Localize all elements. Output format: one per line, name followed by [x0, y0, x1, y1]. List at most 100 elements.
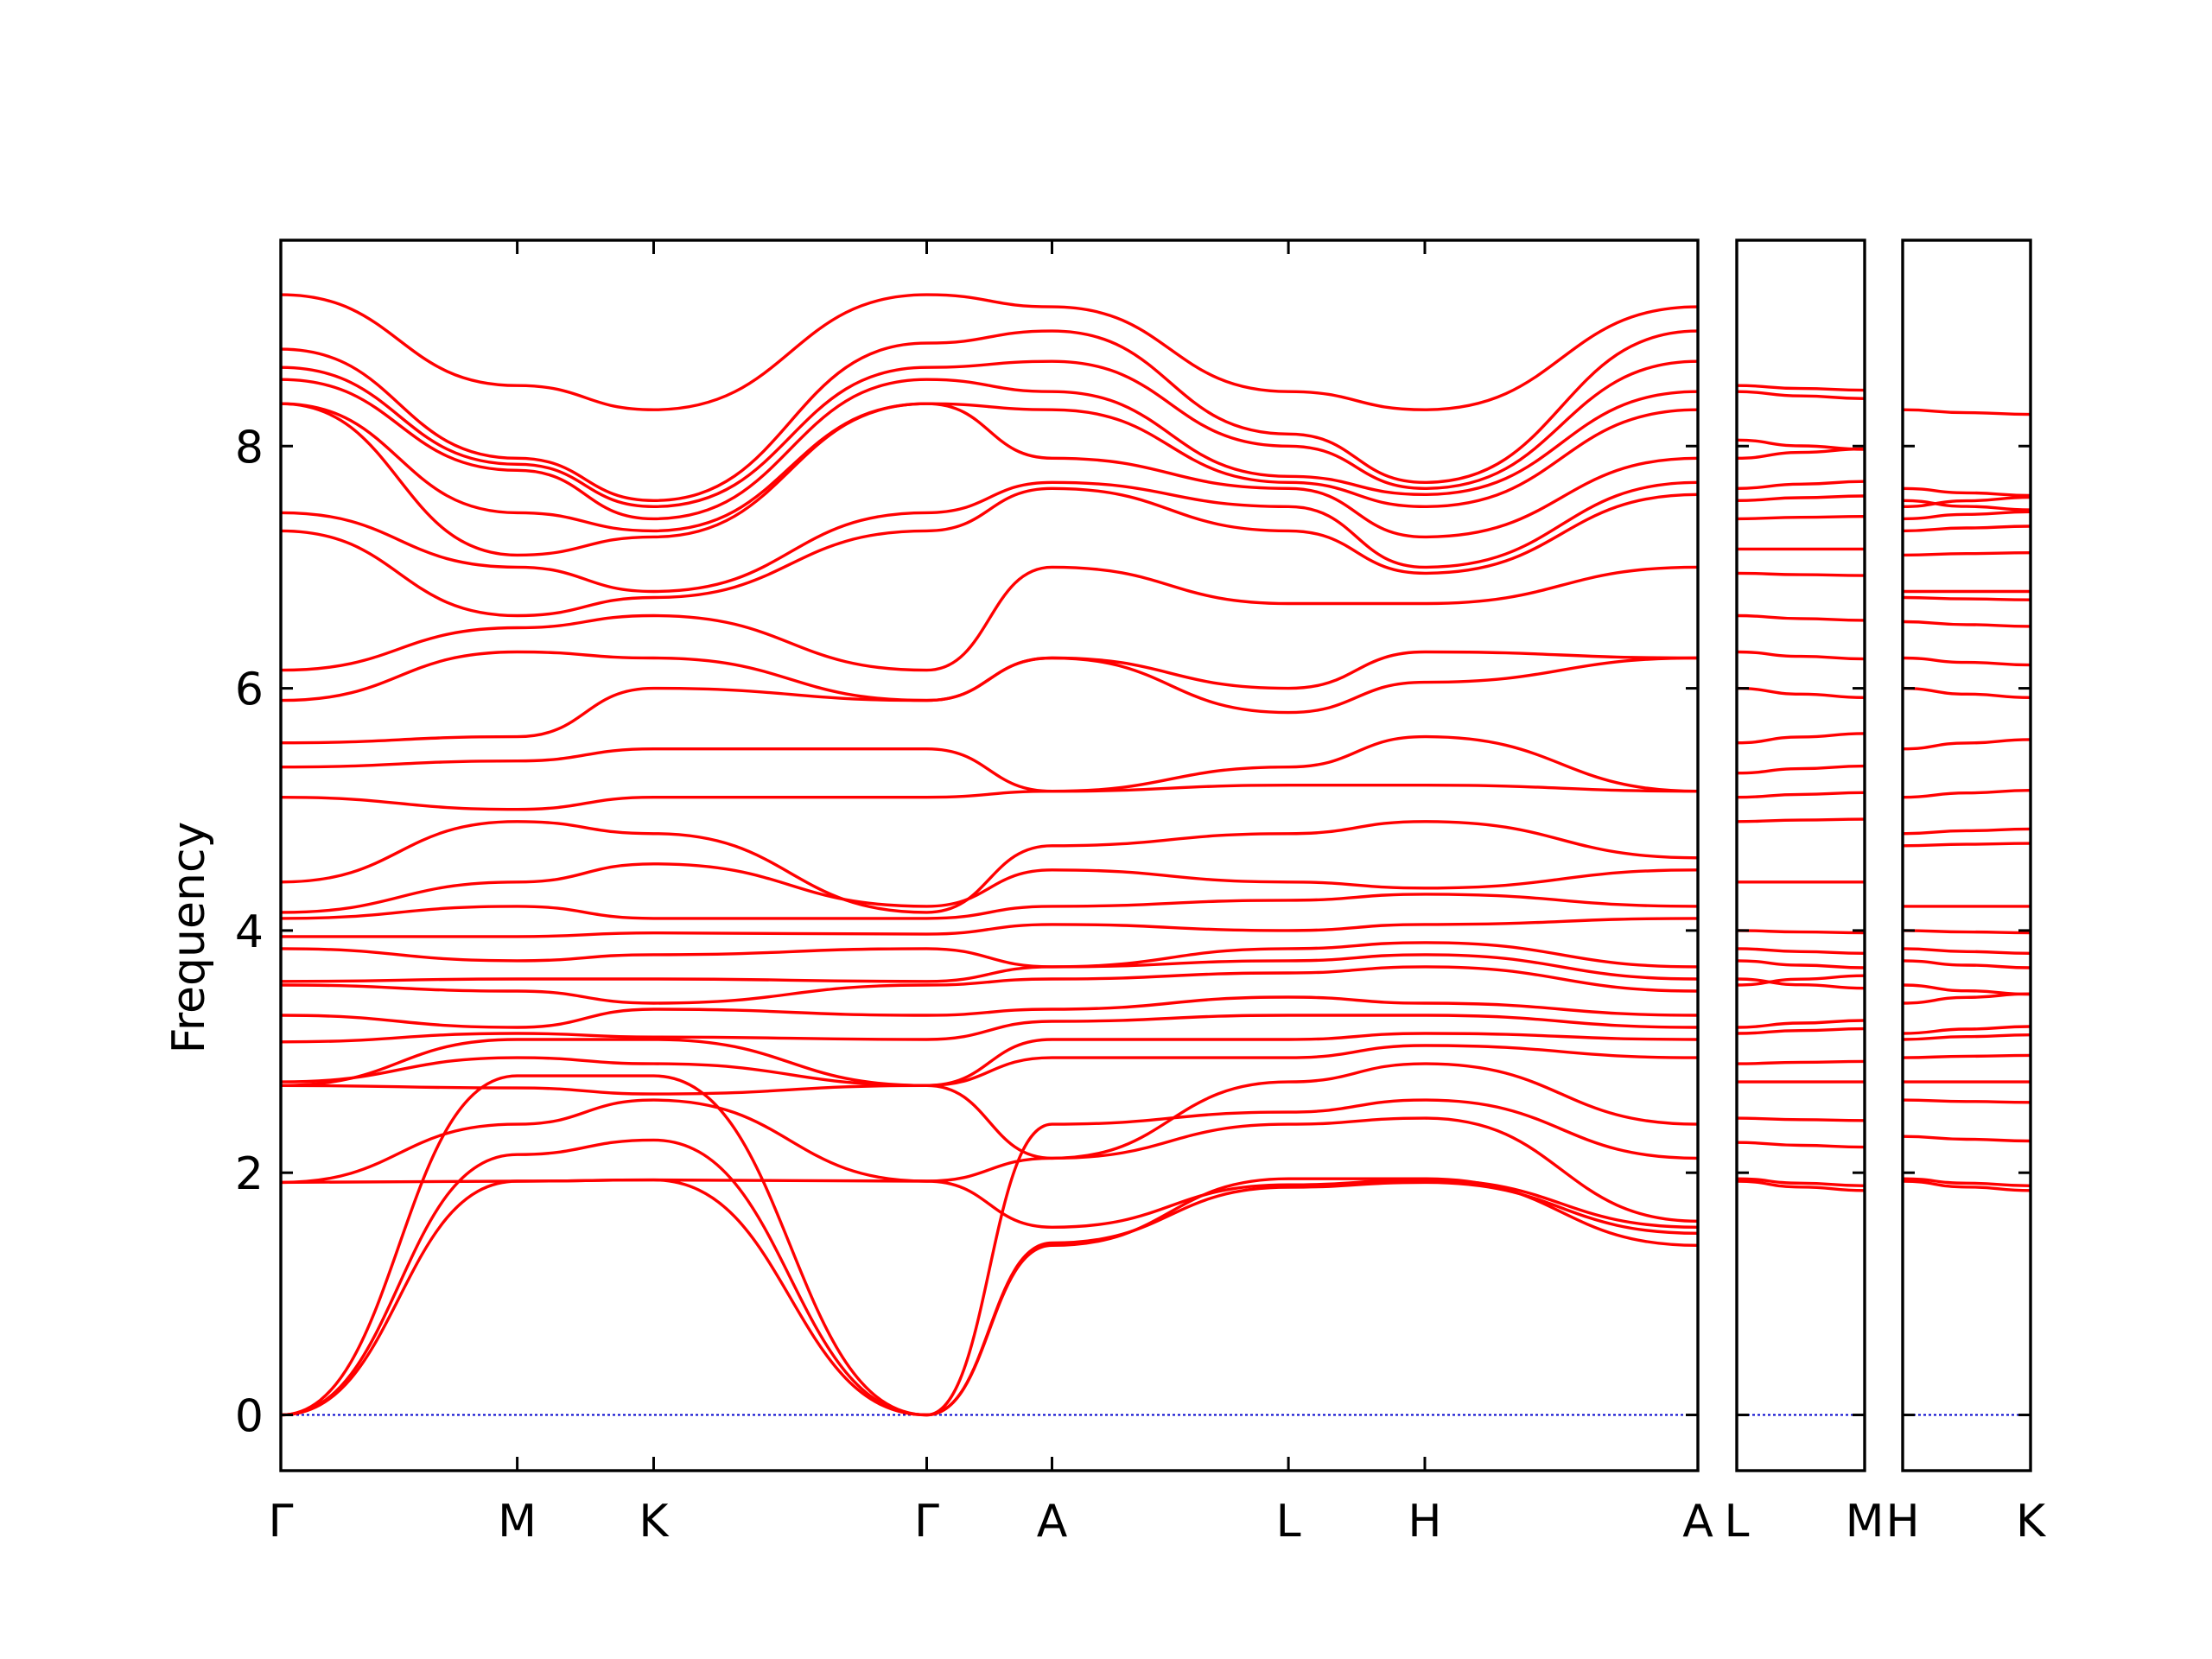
band-line [1736, 613, 1866, 622]
band-line [1902, 551, 2031, 557]
x-tick-label: K [639, 1496, 670, 1548]
band-line [280, 893, 1699, 920]
band-line [1736, 1179, 1866, 1192]
band-line [1736, 515, 1866, 521]
band-line [280, 480, 1699, 594]
band-line [1902, 1098, 2031, 1104]
band-line [1736, 384, 1866, 392]
band-line [1902, 1179, 2031, 1192]
x-tick-label: L [1276, 1496, 1301, 1548]
band-line [1736, 480, 1866, 490]
band-line [1902, 947, 2031, 955]
band-line [1902, 486, 2031, 498]
x-tick-label: L [1725, 1496, 1750, 1548]
band-line [1736, 929, 1866, 935]
band-line [1902, 495, 2031, 508]
band-line [1736, 686, 1866, 699]
band-line [1736, 947, 1866, 955]
band-line [280, 378, 1699, 521]
plot-frame [1901, 238, 2032, 1472]
band-line [1736, 447, 1866, 460]
band-line [1736, 817, 1866, 823]
band-line [1902, 510, 2031, 521]
band-line [1736, 732, 1866, 745]
band-line [280, 953, 1699, 983]
band-line [280, 402, 1699, 557]
band-line [1902, 827, 2031, 836]
band-line [1736, 764, 1866, 775]
band-line [280, 820, 1699, 914]
y-tick-label: 0 [235, 1391, 264, 1443]
y-tick-label: 6 [235, 664, 264, 716]
band-line [280, 1014, 1699, 1044]
band-line [280, 941, 1699, 969]
band-line [280, 293, 1699, 411]
band-line [1902, 959, 2031, 969]
band-line [1736, 1059, 1866, 1065]
band-line [1902, 738, 2031, 751]
band-line [280, 783, 1699, 811]
band-line [1736, 438, 1866, 451]
band-line [1902, 656, 2031, 667]
band-line [1902, 408, 2031, 416]
band-line [1736, 974, 1866, 987]
band-line [1902, 929, 2031, 935]
y-tick-label: 8 [235, 422, 264, 474]
band-line [280, 650, 1699, 702]
band-line [1902, 842, 2031, 848]
band-line [280, 1062, 1699, 1160]
x-tick-label: H [1885, 1496, 1919, 1548]
y-axis-label: Frequency [163, 822, 215, 1054]
x-tick-label: M [1846, 1496, 1885, 1548]
band-line [280, 486, 1699, 618]
x-tick-label: A [1682, 1496, 1713, 1548]
band-line [280, 1032, 1699, 1088]
band-line [1902, 620, 2031, 628]
band-line [1736, 1027, 1866, 1035]
band-line [1736, 1116, 1866, 1122]
band-line [280, 734, 1699, 793]
band-line [1902, 595, 2031, 601]
band-line [1902, 1135, 2031, 1143]
band-line [280, 1138, 1699, 1417]
band-line [280, 329, 1699, 503]
y-tick-label: 2 [235, 1148, 264, 1200]
band-line [1736, 791, 1866, 799]
band-line [1736, 1141, 1866, 1149]
band-line [1736, 959, 1866, 969]
band-line [1902, 1177, 2031, 1187]
band-line [1902, 499, 2031, 512]
x-tick-label: Γ [914, 1496, 939, 1548]
x-tick-label: M [498, 1496, 537, 1548]
band-line [1902, 789, 2031, 799]
band-line [280, 656, 1699, 745]
x-tick-label: A [1037, 1496, 1068, 1548]
band-line [1736, 571, 1866, 577]
band-line [1902, 686, 2031, 699]
x-tick-label: K [2016, 1496, 2047, 1548]
band-line [1902, 524, 2031, 533]
band-line [1736, 1177, 1866, 1187]
band-line [1902, 1025, 2031, 1035]
band-line [1902, 1053, 2031, 1059]
band-line [280, 1044, 1699, 1088]
band-line [280, 402, 1699, 533]
band-line [1736, 650, 1866, 661]
band-line [281, 917, 1699, 938]
band-line [280, 995, 1699, 1029]
band-line [280, 359, 1699, 509]
x-tick-label: H [1408, 1496, 1441, 1548]
band-line [1902, 992, 2031, 1005]
plot-frame [1735, 238, 1866, 1472]
band-line [280, 1074, 1699, 1417]
plot-frame [279, 238, 1700, 1472]
band-line [280, 1177, 1699, 1417]
x-tick-label: Γ [269, 1496, 294, 1548]
band-line [1736, 390, 1866, 400]
band-line [1736, 977, 1866, 990]
band-line [280, 565, 1699, 672]
band-line [280, 965, 1699, 1005]
band-line [1736, 1019, 1866, 1029]
band-line [1902, 983, 2031, 996]
